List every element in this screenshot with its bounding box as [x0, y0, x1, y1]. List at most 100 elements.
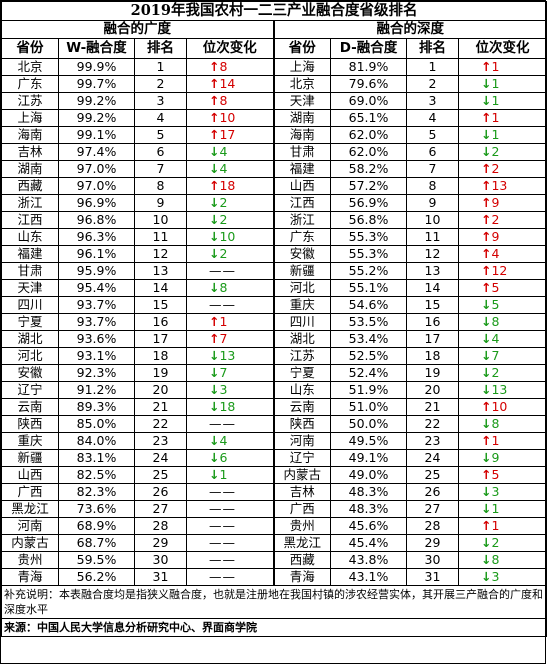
breadth-change-cell: ↓13 [186, 347, 274, 365]
breadth-w-value: 92.3% [58, 364, 135, 382]
breadth-rank: 23 [134, 432, 187, 450]
breadth-change-cell: ↓2 [186, 245, 274, 263]
breadth-no-change: —— [209, 569, 236, 585]
down-arrow-icon: ↓ [481, 569, 492, 585]
depth-change-value: 1 [491, 110, 500, 126]
breadth-rank: 25 [134, 466, 187, 484]
depth-rank: 4 [406, 109, 459, 127]
breadth-province: 新疆 [1, 449, 59, 467]
depth-province: 四川 [272, 313, 331, 331]
breadth-change-cell: ↓4 [186, 160, 274, 178]
breadth-change-cell: —— [186, 296, 274, 314]
up-arrow-icon: ↑ [209, 314, 220, 330]
down-arrow-icon: ↓ [209, 399, 220, 415]
depth-rank: 17 [406, 330, 459, 348]
depth-province: 辽宁 [272, 449, 331, 467]
breadth-change-value: 4 [219, 161, 228, 177]
breadth-w-value: 93.6% [58, 330, 135, 348]
breadth-province: 四川 [1, 296, 59, 314]
depth-change-value: 1 [491, 76, 500, 92]
depth-rank: 7 [406, 160, 459, 178]
header-province-breadth: 省份 [1, 38, 59, 59]
depth-d-value: 49.1% [330, 449, 407, 467]
header-province-depth: 省份 [272, 38, 331, 59]
depth-change-value: 9 [491, 195, 500, 211]
up-arrow-icon: ↑ [481, 229, 492, 245]
breadth-province: 陕西 [1, 415, 59, 433]
depth-change-cell: ↑10 [457, 398, 547, 416]
breadth-rank: 28 [134, 517, 187, 535]
breadth-province: 辽宁 [1, 381, 59, 399]
table-row: 辽宁 91.2% 20 ↓3 山东 51.9% 20 ↓13 [1, 381, 547, 399]
table-row: 上海 99.2% 4 ↑10 湖南 65.1% 4 ↑1 [1, 109, 547, 127]
depth-rank: 21 [406, 398, 459, 416]
depth-province: 河南 [272, 432, 331, 450]
breadth-change-value: 1 [219, 314, 228, 330]
breadth-change-value: 14 [219, 76, 236, 92]
depth-change-cell: ↓13 [457, 381, 547, 399]
breadth-change-cell: ↑14 [186, 75, 274, 93]
depth-change-cell: ↑1 [457, 432, 547, 450]
down-arrow-icon: ↓ [481, 331, 492, 347]
breadth-rank: 15 [134, 296, 187, 314]
up-arrow-icon: ↑ [481, 280, 492, 296]
depth-change-cell: ↑2 [457, 160, 547, 178]
breadth-rank: 13 [134, 262, 187, 280]
depth-rank: 6 [406, 143, 459, 161]
header-change-breadth: 位次变化 [186, 38, 274, 59]
breadth-rank: 27 [134, 500, 187, 518]
depth-change-cell: ↓3 [457, 483, 547, 501]
breadth-rank: 12 [134, 245, 187, 263]
depth-change-cell: ↓8 [457, 551, 547, 569]
down-arrow-icon: ↓ [481, 535, 492, 551]
depth-d-value: 52.4% [330, 364, 407, 382]
down-arrow-icon: ↓ [481, 348, 492, 364]
depth-rank: 3 [406, 92, 459, 110]
breadth-w-value: 95.9% [58, 262, 135, 280]
depth-section-title: 融合的深度 [272, 20, 547, 39]
depth-change-value: 13 [491, 382, 508, 398]
breadth-w-value: 89.3% [58, 398, 135, 416]
breadth-w-value: 95.4% [58, 279, 135, 297]
up-arrow-icon: ↑ [481, 161, 492, 177]
depth-province: 青海 [272, 568, 331, 586]
depth-province: 内蒙古 [272, 466, 331, 484]
breadth-w-value: 96.8% [58, 211, 135, 229]
up-arrow-icon: ↑ [481, 263, 492, 279]
breadth-w-value: 99.2% [58, 92, 135, 110]
depth-change-value: 2 [491, 212, 500, 228]
breadth-province: 重庆 [1, 432, 59, 450]
depth-change-value: 5 [491, 297, 500, 313]
depth-change-cell: ↓8 [457, 415, 547, 433]
depth-change-value: 5 [491, 467, 500, 483]
table-row: 江西 96.8% 10 ↓2 浙江 56.8% 10 ↑2 [1, 211, 547, 229]
breadth-province: 河北 [1, 347, 59, 365]
breadth-w-value: 99.1% [58, 126, 135, 144]
depth-d-value: 55.3% [330, 245, 407, 263]
depth-change-cell: ↓1 [457, 126, 547, 144]
table-footer: 补充说明：本表融合度均是指狭义融合度，也就是注册地在我国村镇的涉农经营实体，其开… [0, 585, 547, 637]
breadth-no-change: —— [209, 263, 236, 279]
breadth-rank: 18 [134, 347, 187, 365]
breadth-no-change: —— [209, 501, 236, 517]
table-row: 云南 89.3% 21 ↓18 云南 51.0% 21 ↑10 [1, 398, 547, 416]
breadth-w-value: 91.2% [58, 381, 135, 399]
breadth-w-value: 99.2% [58, 109, 135, 127]
depth-d-value: 43.1% [330, 568, 407, 586]
breadth-rank: 20 [134, 381, 187, 399]
breadth-province: 福建 [1, 245, 59, 263]
breadth-province: 山西 [1, 466, 59, 484]
breadth-rank: 29 [134, 534, 187, 552]
depth-rank: 20 [406, 381, 459, 399]
breadth-rank: 9 [134, 194, 187, 212]
breadth-rank: 4 [134, 109, 187, 127]
table-row: 天津 95.4% 14 ↓8 河北 55.1% 14 ↑5 [1, 279, 547, 297]
depth-d-value: 55.1% [330, 279, 407, 297]
breadth-change-cell: —— [186, 534, 274, 552]
breadth-change-cell: ↓2 [186, 194, 274, 212]
depth-change-value: 9 [491, 450, 500, 466]
depth-change-cell: ↑5 [457, 466, 547, 484]
breadth-change-cell: ↓18 [186, 398, 274, 416]
breadth-w-value: 99.9% [58, 58, 135, 76]
depth-rank: 11 [406, 228, 459, 246]
